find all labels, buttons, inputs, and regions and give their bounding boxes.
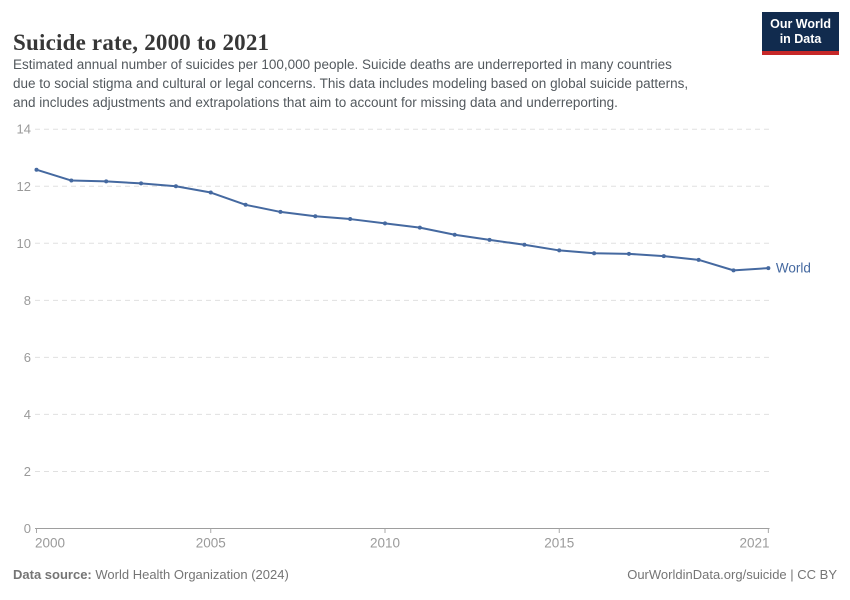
y-axis-label: 12	[17, 179, 31, 194]
x-axis-label: 2015	[544, 536, 574, 551]
y-axis-label: 4	[24, 407, 31, 422]
data-point-2020[interactable]	[731, 268, 736, 273]
data-point-2016[interactable]	[592, 251, 597, 256]
data-point-2010[interactable]	[383, 221, 387, 226]
x-axis-label: 2000	[35, 536, 65, 551]
y-axis-label: 2	[24, 464, 31, 479]
y-axis-label: 14	[17, 122, 31, 137]
data-point-2014[interactable]	[522, 242, 527, 247]
data-point-2018[interactable]	[661, 254, 666, 259]
chart-footer: Data source: World Health Organization (…	[13, 567, 837, 582]
data-point-2009[interactable]	[348, 217, 353, 222]
series-label-world[interactable]: World	[776, 261, 811, 276]
data-source-value: World Health Organization (2024)	[95, 567, 289, 582]
data-point-2006[interactable]	[243, 202, 248, 207]
data-point-2013[interactable]	[487, 237, 492, 242]
chart-title: Suicide rate, 2000 to 2021	[13, 30, 270, 56]
chart-subtitle-line: and includes adjustments and extrapolati…	[13, 95, 618, 110]
data-point-2011[interactable]	[417, 225, 422, 230]
data-point-2002[interactable]	[104, 179, 109, 184]
data-point-2003[interactable]	[139, 181, 144, 186]
data-point-2017[interactable]	[626, 251, 631, 256]
data-point-2012[interactable]	[452, 232, 457, 237]
y-axis-label: 10	[17, 236, 31, 251]
chart-subtitle: Estimated annual number of suicides per …	[13, 55, 773, 112]
x-axis-label: 2010	[370, 536, 400, 551]
data-point-2015[interactable]	[557, 248, 562, 253]
footer-license-link[interactable]: OurWorldinData.org/suicide | CC BY	[627, 567, 837, 582]
owid-logo-line1: Our World	[770, 17, 831, 31]
data-point-2004[interactable]	[173, 184, 178, 189]
x-axis-label: 2005	[196, 536, 226, 551]
owid-logo[interactable]: Our World in Data	[762, 12, 839, 55]
data-point-2007[interactable]	[278, 209, 283, 214]
y-axis-label: 8	[24, 293, 31, 308]
data-point-2021[interactable]	[766, 266, 771, 271]
data-point-2005[interactable]	[208, 190, 213, 195]
data-source-label: Data source:	[13, 567, 92, 582]
chart-subtitle-line: Estimated annual number of suicides per …	[13, 57, 672, 72]
data-point-2001[interactable]	[69, 178, 74, 183]
data-point-2000[interactable]	[34, 167, 39, 172]
y-axis-label: 6	[24, 350, 31, 365]
x-axis-label: 2021	[739, 536, 769, 551]
data-point-2008[interactable]	[313, 214, 318, 219]
trend-line-world[interactable]	[35, 168, 770, 272]
owid-logo-line2: in Data	[779, 32, 822, 46]
data-source: Data source: World Health Organization (…	[13, 567, 289, 582]
y-axis-label: 0	[24, 521, 31, 536]
data-point-2019[interactable]	[696, 257, 701, 262]
chart-subtitle-line: due to social stigma and cultural or leg…	[13, 76, 689, 91]
